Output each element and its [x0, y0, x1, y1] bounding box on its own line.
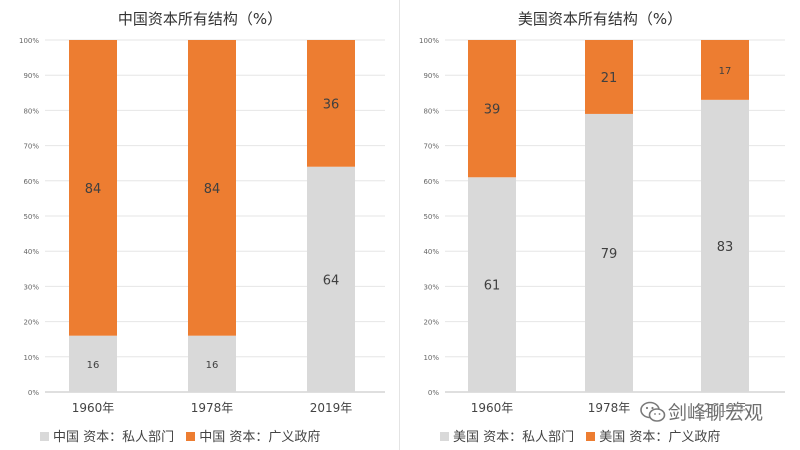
y-tick-label: 90% — [23, 72, 39, 80]
watermark-text: 剑峰聊宏观 — [668, 402, 764, 424]
china-chart-plot: 0% 10% 20% 30% 40% 50% 60% 70% 80% 90% 100% 16 84 196… — [19, 37, 385, 415]
legend-swatch-government — [186, 432, 196, 441]
y-tick-label: 10% — [423, 354, 439, 362]
x-tick-label: 2019年 — [704, 401, 747, 415]
y-tick-label: 0% — [28, 389, 39, 397]
y-tick-label: 80% — [23, 107, 39, 115]
bar-segment-government — [307, 40, 355, 167]
y-tick-label: 100% — [419, 37, 439, 45]
chart-title: 美国资本所有结构（%） — [517, 10, 683, 28]
wechat-icon — [640, 401, 666, 422]
legend-item-private: 中国 资本：私人部门 — [40, 426, 174, 445]
legend-label: 中国 资本：私人部门 — [53, 430, 175, 445]
x-tick-label: 1978年 — [191, 401, 234, 415]
data-label-private: 64 — [323, 273, 340, 288]
y-tick-label: 0% — [428, 389, 439, 397]
us-chart-plot: 0% 10% 20% 30% 40% 50% 60% 70% 80% 90% 100% 61 39 196… — [419, 37, 785, 415]
bar-segment-government — [188, 40, 236, 336]
legend-label: 中国 资本：广义政府 — [199, 430, 321, 445]
data-label-government: 36 — [323, 97, 340, 112]
y-tick-label: 20% — [23, 319, 39, 327]
data-label-private: 16 — [206, 360, 219, 371]
data-label-government: 84 — [85, 182, 102, 197]
legend-item-private: 美国 资本：私人部门 — [440, 426, 574, 445]
panel-divider — [399, 0, 400, 450]
data-label-government: 84 — [204, 182, 221, 197]
y-tick-label: 70% — [23, 143, 39, 151]
y-tick-label: 40% — [423, 248, 439, 256]
legend-label: 美国 资本：广义政府 — [599, 430, 721, 445]
bar-segment-private — [69, 335, 117, 392]
data-label-government: 17 — [719, 66, 732, 77]
bar-segment-government — [468, 40, 516, 178]
x-tick-label: 1960年 — [72, 401, 115, 415]
data-label-private: 83 — [717, 240, 734, 255]
y-tick-label: 40% — [23, 248, 39, 256]
legend-swatch-private — [40, 432, 49, 441]
legend-swatch-government — [586, 432, 596, 441]
legend-item-government: 中国 资本：广义政府 — [186, 426, 320, 445]
legend-swatch-private — [440, 432, 449, 441]
y-tick-label: 60% — [423, 178, 439, 186]
legend-label: 美国 资本：私人部门 — [453, 430, 575, 445]
legend-item-government: 美国 资本：广义政府 — [586, 426, 720, 445]
y-tick-label: 30% — [23, 283, 39, 291]
y-tick-label: 70% — [423, 143, 439, 151]
y-tick-label: 30% — [423, 283, 439, 291]
y-tick-label: 10% — [23, 354, 39, 362]
y-tick-label: 20% — [423, 319, 439, 327]
y-tick-label: 50% — [423, 213, 439, 221]
chart-legend: 中国 资本：私人部门 中国 资本：广义政府 — [40, 426, 400, 445]
y-tick-label: 50% — [23, 213, 39, 221]
watermark: 剑峰聊宏观 — [640, 398, 763, 425]
y-tick-label: 60% — [23, 178, 39, 186]
data-label-private: 61 — [484, 279, 501, 294]
data-label-private: 16 — [87, 360, 100, 371]
x-tick-label: 1960年 — [471, 401, 514, 415]
data-label-government: 39 — [484, 103, 501, 118]
x-tick-label: 1978年 — [588, 401, 631, 415]
bar-segment-government — [585, 40, 633, 114]
x-tick-label: 2019年 — [310, 401, 353, 415]
bar-segment-private — [585, 113, 633, 393]
y-tick-label: 90% — [423, 72, 439, 80]
data-label-private: 79 — [601, 247, 618, 262]
bar-segment-private — [701, 99, 749, 392]
chart-title: 中国资本所有结构（%） — [117, 10, 283, 28]
y-tick-label: 100% — [19, 37, 39, 45]
chart-legend: 美国 资本：私人部门 美国 资本：广义政府 — [440, 426, 800, 445]
y-tick-label: 80% — [423, 107, 439, 115]
bar-segment-private — [188, 335, 236, 392]
bar-segment-private — [468, 177, 516, 392]
bar-segment-government — [69, 40, 117, 336]
bar-segment-government — [701, 40, 749, 100]
china-capital-chart: 中国资本所有结构（%） 0% 10% 20% 30% 40% 50% 60% 70% 80% 90… — [19, 10, 400, 445]
bar-segment-private — [307, 166, 355, 392]
us-capital-chart: 美国资本所有结构（%） 0% 10% 20% 30% 40% 50% 60% 70% 80% 90… — [400, 0, 800, 450]
data-label-government: 21 — [601, 71, 618, 86]
